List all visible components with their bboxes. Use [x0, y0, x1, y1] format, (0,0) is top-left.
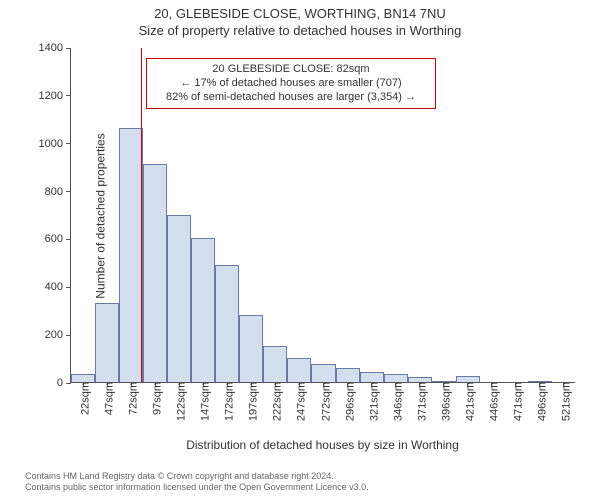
histogram-bar: [119, 128, 143, 382]
annotation-line: ← 17% of detached houses are smaller (70…: [151, 77, 431, 91]
plot-area: 020040060080010001200140022sqm47sqm72sqm…: [70, 48, 575, 383]
credits-line1: Contains HM Land Registry data © Crown c…: [25, 471, 369, 483]
histogram-bar: [384, 374, 408, 382]
histogram-bar: [287, 358, 311, 382]
histogram-bar: [360, 372, 384, 382]
annotation-box: 20 GLEBESIDE CLOSE: 82sqm← 17% of detach…: [146, 58, 436, 109]
page-root: 20, GLEBESIDE CLOSE, WORTHING, BN14 7NU …: [0, 0, 600, 500]
histogram-bar: [167, 215, 191, 383]
annotation-line: 20 GLEBESIDE CLOSE: 82sqm: [151, 63, 431, 77]
y-tick-label: 400: [45, 281, 71, 293]
x-tick-label: 371sqm: [411, 382, 428, 421]
histogram-bar: [95, 303, 119, 382]
x-tick-label: 72sqm: [123, 382, 140, 415]
x-tick-label: 247sqm: [291, 382, 308, 421]
x-tick-label: 446sqm: [483, 382, 500, 421]
histogram-bar: [71, 374, 95, 382]
x-tick-label: 197sqm: [243, 382, 260, 421]
histogram-bar: [215, 265, 239, 382]
x-tick-label: 296sqm: [339, 382, 356, 421]
x-tick-label: 521sqm: [555, 382, 572, 421]
histogram-bar: [191, 238, 215, 382]
x-tick-label: 496sqm: [531, 382, 548, 421]
credits-line2: Contains public sector information licen…: [25, 482, 369, 494]
y-tick-label: 0: [57, 377, 71, 389]
x-tick-label: 272sqm: [315, 382, 332, 421]
x-tick-label: 222sqm: [267, 382, 284, 421]
annotation-line: 82% of semi-detached houses are larger (…: [151, 91, 431, 105]
x-tick-label: 97sqm: [147, 382, 164, 415]
x-tick-label: 22sqm: [75, 382, 92, 415]
x-tick-label: 172sqm: [219, 382, 236, 421]
x-tick-label: 122sqm: [171, 382, 188, 421]
x-tick-label: 47sqm: [99, 382, 116, 415]
histogram-bar: [239, 315, 263, 382]
y-tick-label: 1200: [39, 90, 71, 102]
chart: 020040060080010001200140022sqm47sqm72sqm…: [70, 48, 575, 383]
y-tick-label: 600: [45, 233, 71, 245]
x-tick-label: 321sqm: [363, 382, 380, 421]
x-tick-label: 396sqm: [435, 382, 452, 421]
x-axis-title: Distribution of detached houses by size …: [70, 438, 575, 452]
x-tick-label: 471sqm: [507, 382, 524, 421]
x-axis-title-text: Distribution of detached houses by size …: [186, 438, 459, 452]
chart-title-line1: 20, GLEBESIDE CLOSE, WORTHING, BN14 7NU: [0, 6, 600, 23]
histogram-bar: [143, 164, 167, 382]
chart-title-line2: Size of property relative to detached ho…: [0, 23, 600, 40]
histogram-bar: [336, 368, 360, 382]
y-tick-label: 200: [45, 329, 71, 341]
credits-block: Contains HM Land Registry data © Crown c…: [25, 471, 369, 494]
histogram-bar: [311, 364, 335, 382]
histogram-bar: [263, 346, 287, 382]
y-tick-label: 800: [45, 186, 71, 198]
x-tick-label: 421sqm: [459, 382, 476, 421]
reference-line: [141, 48, 142, 382]
x-tick-label: 147sqm: [195, 382, 212, 421]
y-tick-label: 1400: [39, 42, 71, 54]
chart-title-block: 20, GLEBESIDE CLOSE, WORTHING, BN14 7NU …: [0, 6, 600, 40]
y-tick-label: 1000: [39, 138, 71, 150]
x-tick-label: 346sqm: [387, 382, 404, 421]
